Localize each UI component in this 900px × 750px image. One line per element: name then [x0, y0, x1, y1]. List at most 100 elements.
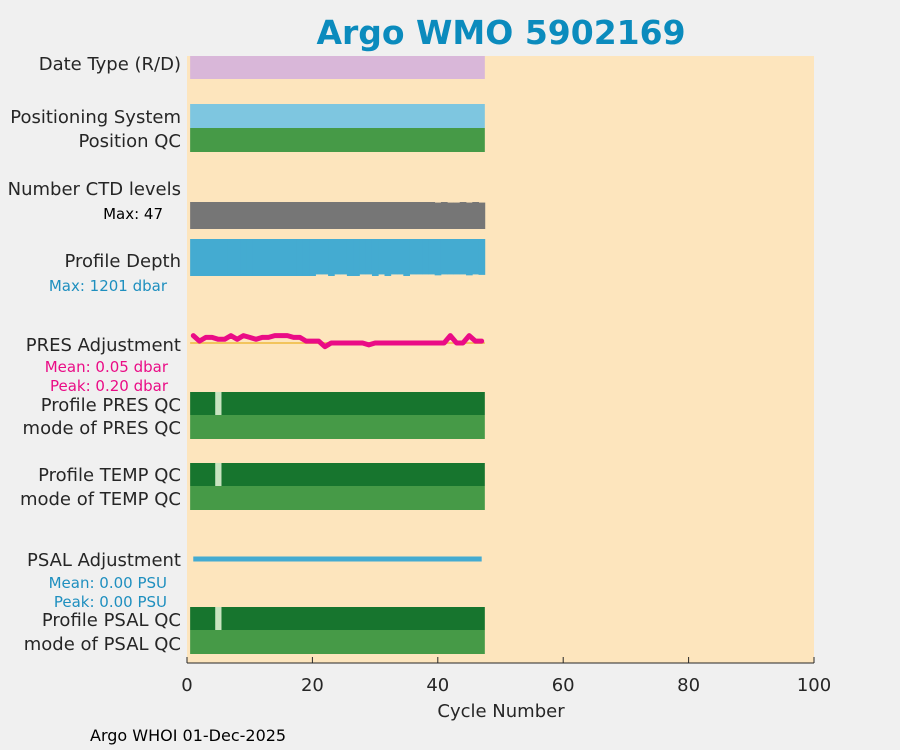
profile-depth-bar — [390, 239, 398, 275]
ctd-levels-bar — [271, 202, 279, 229]
ctd-levels-bar — [447, 202, 454, 229]
footer-credit: Argo WHOI 01-Dec-2025 — [90, 726, 286, 745]
ctd-levels-bar — [403, 202, 410, 229]
profile-depth-bar — [190, 239, 197, 276]
profile-depth-bar — [259, 239, 266, 276]
ctd-levels-bar — [428, 202, 436, 229]
profile-depth-bar — [422, 239, 429, 275]
ctd-levels-bar — [240, 202, 247, 229]
ctd-levels-bar — [390, 202, 398, 229]
profile-depth-bar — [196, 239, 204, 276]
profile-depth-bar — [302, 239, 310, 276]
ctd-levels-bar — [265, 202, 273, 229]
ctd-levels-bar — [334, 202, 342, 229]
row-label-mode-psal-qc: mode of PSAL QC — [24, 634, 181, 655]
ctd-levels-bar — [422, 202, 429, 229]
ctd-levels-bar — [415, 202, 423, 229]
ctd-levels-bar — [459, 202, 467, 229]
profile-depth-bar — [409, 239, 417, 275]
profile-depth-bar — [265, 239, 273, 276]
profile-depth-bar — [478, 239, 486, 275]
profile-depth-bar — [397, 239, 404, 275]
ctd-levels-bar — [259, 202, 266, 229]
row-label-mode-temp-qc: mode of TEMP QC — [20, 489, 181, 510]
profile-depth-bar — [277, 239, 285, 276]
ctd-levels-bar — [434, 202, 442, 229]
profile-temp-qc-flag — [215, 463, 222, 486]
profile-depth-bar — [252, 239, 260, 276]
x-tick-label: 60 — [552, 675, 575, 696]
ctd-levels-bar — [371, 202, 379, 229]
profile-depth-bar — [447, 239, 454, 275]
profile-depth-bar — [284, 239, 291, 276]
ctd-levels-bar — [453, 202, 461, 229]
profile-depth-bar — [240, 239, 247, 276]
mode-pres-qc-band — [190, 415, 485, 439]
date-type-band — [190, 56, 485, 79]
profile-depth-bar — [309, 239, 316, 276]
ctd-levels-bar — [378, 202, 385, 229]
ctd-levels-bar — [472, 202, 479, 229]
ctd-levels-bar — [466, 202, 473, 229]
chart-marks — [190, 56, 486, 654]
ctd-levels-bar — [384, 202, 392, 229]
ctd-levels-bar — [234, 202, 241, 229]
ctd-levels-bar — [397, 202, 404, 229]
ctd-levels-bar — [290, 202, 298, 229]
ctd-levels-bar — [321, 202, 329, 229]
profile-depth-bar — [334, 239, 342, 275]
profile-depth-bar — [415, 239, 423, 275]
ctd-levels-bar — [359, 202, 367, 229]
ctd-levels-bar — [340, 202, 348, 229]
mode-psal-qc-band — [190, 630, 485, 654]
psal-peak-annotation: Peak: 0.00 PSU — [54, 593, 167, 611]
ctd-levels-bar — [208, 202, 216, 229]
positioning-system-band — [190, 104, 485, 128]
profile-depth-bar — [221, 239, 229, 276]
row-label-position-qc: Position QC — [78, 131, 181, 152]
profile-depth-bar — [472, 239, 479, 275]
ctd-levels-bar — [284, 202, 291, 229]
x-tick-label: 80 — [677, 675, 700, 696]
ctd-levels-bar — [409, 202, 417, 229]
profile-depth-bar — [202, 239, 210, 276]
row-label-ctd-levels: Number CTD levels — [8, 179, 181, 200]
profile-depth-bar — [234, 239, 241, 276]
ctd-levels-bar — [353, 202, 360, 229]
profile-psal-qc-flag — [215, 607, 222, 630]
ctd-levels-bar — [277, 202, 285, 229]
row-label-profile-pres-qc: Profile PRES QC — [41, 395, 181, 416]
ctd-max-annotation: Max: 47 — [103, 205, 163, 223]
pres-mean-annotation: Mean: 0.05 dbar — [45, 358, 169, 376]
profile-depth-bar — [246, 239, 254, 276]
profile-depth-bar — [340, 239, 348, 275]
ctd-levels-bar — [309, 202, 316, 229]
profile-depth-bar — [371, 239, 379, 276]
ctd-levels-bar — [440, 202, 448, 229]
ctd-levels-bar — [221, 202, 229, 229]
profile-depth-bar — [271, 239, 279, 276]
ctd-levels-bar — [246, 202, 254, 229]
profile-depth-bar — [378, 239, 385, 275]
ctd-levels-bar — [328, 202, 335, 229]
profile-depth-bar — [321, 239, 329, 275]
profile-depth-bar — [215, 239, 222, 276]
row-label-psal-adjustment: PSAL Adjustment — [27, 550, 181, 571]
x-tick-label: 0 — [181, 675, 192, 696]
profile-depth-bar — [384, 239, 392, 276]
x-tick-label: 20 — [301, 675, 324, 696]
profile-depth-bar — [353, 239, 360, 276]
profile-psal-qc-band — [190, 607, 485, 630]
plot-area — [187, 56, 814, 663]
profile-depth-bar — [434, 239, 442, 276]
mode-temp-qc-band — [190, 486, 485, 510]
profile-depth-bar — [440, 239, 448, 275]
profile-depth-bar — [403, 239, 410, 276]
row-label-profile-temp-qc: Profile TEMP QC — [38, 465, 181, 486]
profile-pres-qc-band — [190, 392, 485, 415]
ctd-levels-bar — [346, 202, 354, 229]
pres-adjustment-line — [190, 333, 485, 350]
row-label-profile-psal-qc: Profile PSAL QC — [42, 610, 181, 631]
profile-depth-bar — [227, 239, 235, 276]
